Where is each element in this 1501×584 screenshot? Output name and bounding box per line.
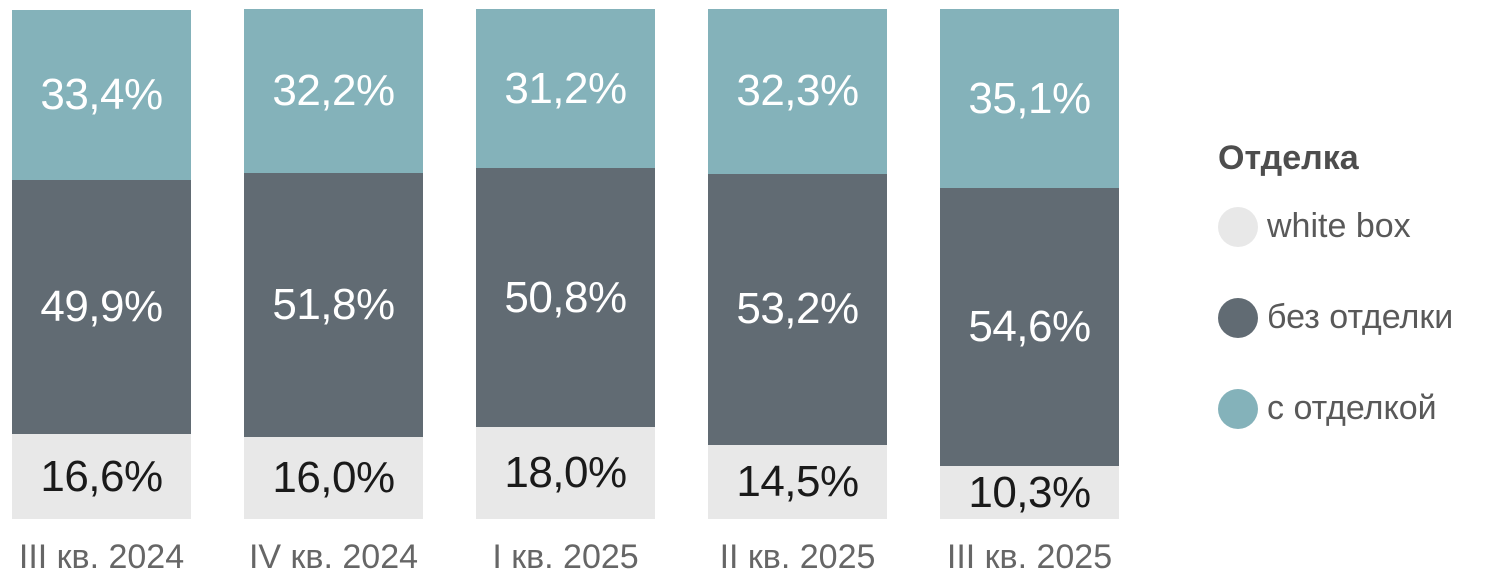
bar-value-label: 32,2%	[272, 66, 395, 116]
legend: Отделка white box без отделки с отделкой	[1218, 138, 1453, 429]
bar-value-label: 35,1%	[968, 73, 1091, 123]
bar-value-label: 18,0%	[504, 448, 627, 498]
legend-swatch-icon	[1218, 297, 1258, 338]
legend-items: white box без отделки с отделкой	[1218, 206, 1454, 429]
bar-group: 10,3% 54,6% 35,1%	[940, 9, 1119, 519]
bar-segment-с-отделкой: 32,2%	[244, 9, 423, 174]
bar-segment-white-box: 14,5%	[708, 445, 887, 519]
bar-value-label: 14,5%	[736, 457, 859, 507]
legend-item-label: без отделки	[1267, 298, 1454, 337]
bar-value-label: 31,2%	[504, 63, 627, 113]
bar-segment-с-отделкой: 35,1%	[940, 9, 1119, 189]
bar-value-label: 16,6%	[40, 451, 163, 501]
bar-value-label: 16,0%	[272, 453, 395, 503]
legend-item-с-отделкой: с отделкой	[1218, 388, 1453, 429]
x-axis-label: IV кв. 2024	[248, 538, 419, 576]
legend-item-label: white box	[1267, 207, 1411, 246]
bar-segment-без-отделки: 53,2%	[708, 173, 887, 446]
x-axis-label: III кв. 2025	[946, 538, 1113, 576]
bar-segment-с-отделкой: 32,3%	[708, 9, 887, 174]
legend-item-без-отделки: без отделки	[1218, 297, 1454, 338]
bar-value-label: 10,3%	[968, 467, 1091, 517]
bar-segment-с-отделкой: 33,4%	[12, 9, 191, 180]
bar-value-label: 33,4%	[40, 69, 163, 119]
x-axis-label: I кв. 2025	[492, 538, 639, 576]
bar-value-label: 32,3%	[736, 66, 859, 116]
bar-segment-без-отделки: 54,6%	[940, 188, 1119, 467]
bar-segment-white-box: 10,3%	[940, 466, 1119, 519]
bar-segment-white-box: 18,0%	[476, 427, 655, 519]
legend-swatch-icon	[1218, 206, 1258, 247]
legend-item-white-box: white box	[1218, 206, 1453, 247]
bar-group: 16,0% 51,8% 32,2%	[244, 9, 423, 519]
bar-segment-с-отделкой: 31,2%	[476, 9, 655, 169]
bar-group: 14,5% 53,2% 32,3%	[708, 9, 887, 519]
bar-group: 16,6% 49,9% 33,4%	[12, 9, 191, 519]
bar-segment-без-отделки: 50,8%	[476, 168, 655, 428]
x-axis-label: II кв. 2025	[719, 538, 876, 576]
legend-title: Отделка	[1218, 139, 1359, 177]
bar-segment-без-отделки: 49,9%	[12, 179, 191, 435]
bar-value-label: 54,6%	[968, 302, 1091, 352]
bar-segment-white-box: 16,0%	[244, 437, 423, 519]
bar-value-label: 49,9%	[40, 282, 163, 332]
x-axis-label: III кв. 2024	[18, 538, 185, 576]
bar-group: 18,0% 50,8% 31,2%	[476, 9, 655, 519]
legend-swatch-icon	[1218, 388, 1258, 429]
bar-value-label: 53,2%	[736, 284, 859, 334]
legend-item-label: с отделкой	[1267, 389, 1437, 428]
bar-segment-без-отделки: 51,8%	[244, 173, 423, 438]
bar-value-label: 50,8%	[504, 272, 627, 322]
bar-value-label: 51,8%	[272, 280, 395, 330]
bar-segment-white-box: 16,6%	[12, 434, 191, 519]
